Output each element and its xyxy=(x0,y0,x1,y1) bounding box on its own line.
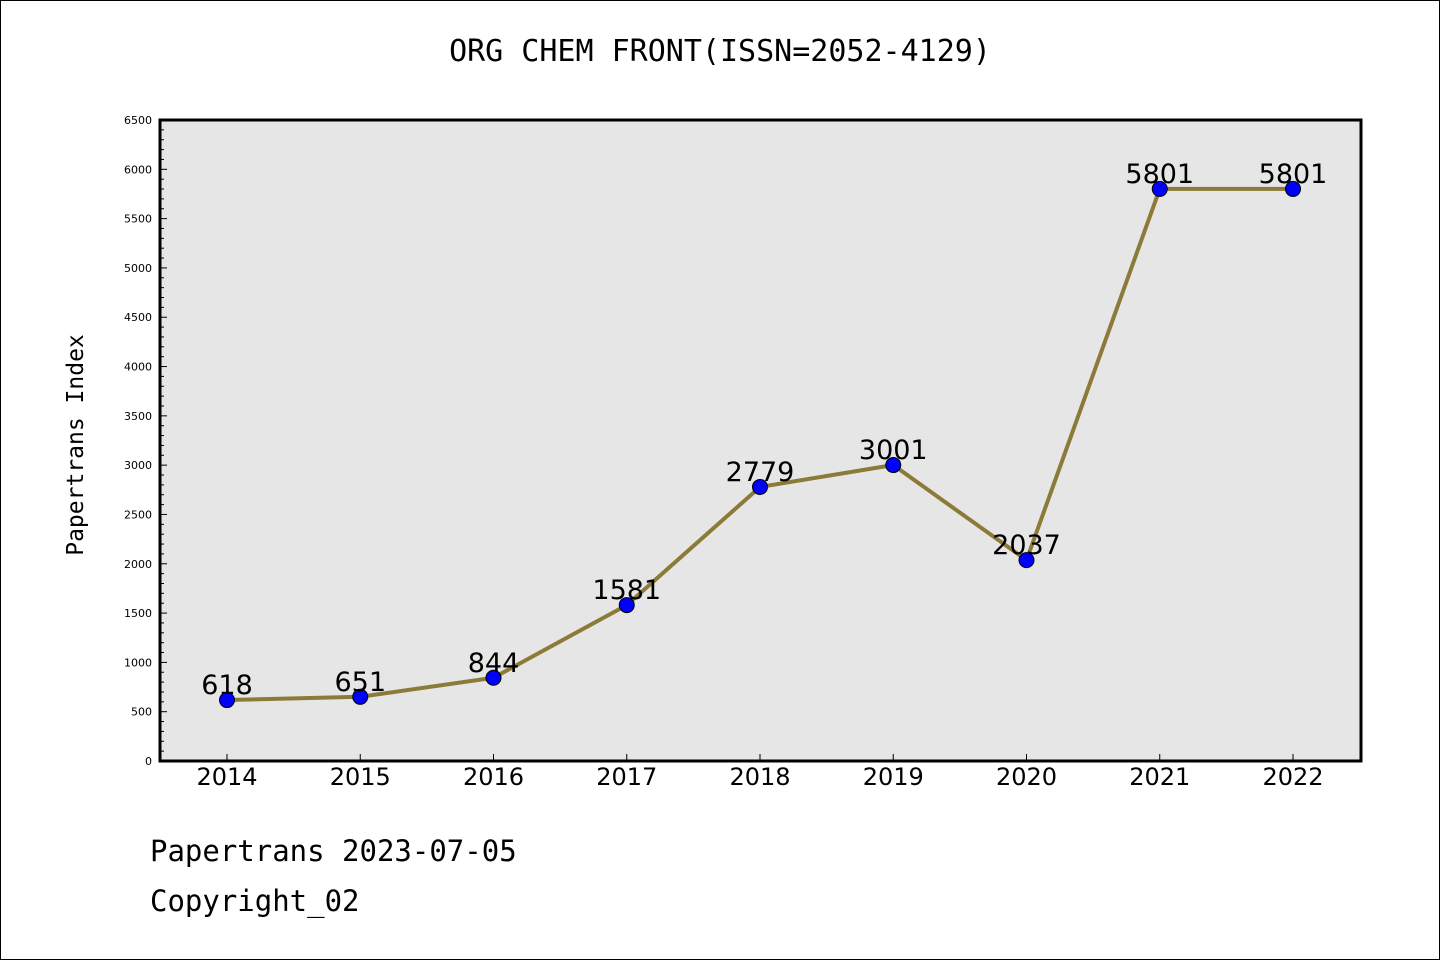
y-axis-ticks: 0 500 1000 1500 2000 2500 3000 3500 4000 4500 5000… xyxy=(124,114,167,768)
x-axis-ticks: 2014 2015 2016 2017 2018 2019 2020 2021 2022 xyxy=(196,754,1324,791)
y-tick-label: 1500 xyxy=(124,607,152,620)
data-label: 651 xyxy=(334,667,386,698)
y-tick-label: 3500 xyxy=(124,410,152,423)
y-tick-label: 2000 xyxy=(124,558,152,571)
x-tick-label: 2014 xyxy=(196,763,257,791)
data-markers xyxy=(219,180,1301,709)
x-tick-label: 2015 xyxy=(330,763,391,791)
data-label: 618 xyxy=(201,670,253,701)
data-point xyxy=(219,692,235,709)
y-tick-label: 0 xyxy=(145,755,152,768)
data-point xyxy=(352,688,369,705)
data-point xyxy=(485,669,502,686)
data-point xyxy=(1018,552,1035,569)
y-tick-label: 3000 xyxy=(124,459,152,472)
x-tick-label: 2019 xyxy=(863,763,924,791)
data-point xyxy=(1151,180,1168,197)
y-tick-label: 500 xyxy=(131,706,152,719)
y-tick-label: 6000 xyxy=(124,163,152,176)
y-tick-label: 4000 xyxy=(124,361,152,374)
y-tick-label: 1000 xyxy=(124,656,152,669)
data-label: 2037 xyxy=(992,530,1061,561)
y-tick-label: 2500 xyxy=(124,508,152,521)
data-label: 844 xyxy=(468,648,520,679)
x-tick-label: 2016 xyxy=(463,763,524,791)
data-point xyxy=(618,597,635,614)
data-point xyxy=(752,478,768,495)
footer-source-date: Papertrans 2023-07-05 xyxy=(150,834,517,868)
plot-border xyxy=(158,118,1363,763)
x-tick-label: 2022 xyxy=(1262,763,1323,791)
data-label: 3001 xyxy=(859,435,928,466)
y-tick-label: 5000 xyxy=(124,262,152,275)
data-point xyxy=(1285,180,1301,197)
data-label: 1581 xyxy=(592,575,661,606)
chart-title: ORG CHEM FRONT(ISSN=2052-4129) xyxy=(449,34,991,69)
x-tick-label: 2020 xyxy=(996,763,1057,791)
x-tick-label: 2017 xyxy=(596,763,657,791)
y-tick-label: 4500 xyxy=(124,311,152,324)
y-tick-label: 5500 xyxy=(124,213,152,226)
y-tick-label: 6500 xyxy=(124,114,152,127)
x-tick-label: 2018 xyxy=(729,763,790,791)
footer-copyright: Copyright_02 xyxy=(150,884,360,918)
data-label: 2779 xyxy=(726,457,795,488)
data-label: 5801 xyxy=(1125,159,1194,190)
plot-area xyxy=(160,120,1361,761)
data-point xyxy=(885,457,902,474)
x-tick-label: 2021 xyxy=(1129,763,1190,791)
data-labels: 618 651 844 1581 2779 3001 2037 5801 5801 xyxy=(201,159,1327,701)
data-label: 5801 xyxy=(1259,159,1328,190)
